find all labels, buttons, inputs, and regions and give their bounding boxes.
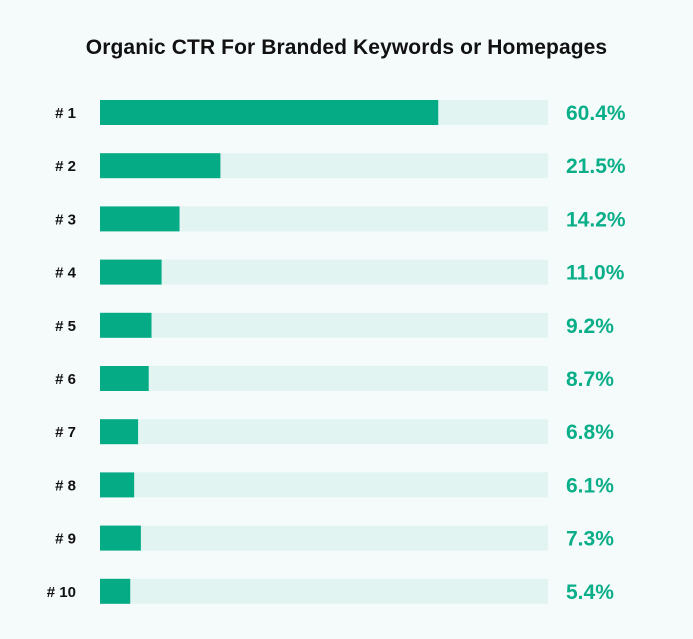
value-label-2: 21.5% — [566, 155, 626, 178]
bar-10 — [100, 578, 131, 604]
bar-8 — [100, 472, 135, 498]
rank-label-4: # 4 — [55, 265, 77, 282]
value-label-10: 5.4% — [566, 581, 614, 604]
bar-7 — [100, 419, 139, 445]
bar-track — [100, 419, 548, 445]
bar-1 — [100, 100, 439, 125]
bar-5 — [100, 312, 152, 338]
rank-label-6: # 6 — [55, 371, 76, 388]
rank-label-10: # 10 — [47, 584, 76, 601]
bar-track — [100, 472, 548, 498]
bar-track — [100, 525, 548, 551]
value-label-3: 14.2% — [566, 208, 626, 231]
rank-label-3: # 3 — [55, 211, 76, 228]
value-label-5: 9.2% — [566, 315, 614, 338]
value-label-6: 8.7% — [566, 368, 614, 391]
rank-label-1: # 1 — [55, 105, 76, 122]
rank-label-7: # 7 — [55, 424, 76, 441]
bar-track — [100, 366, 548, 391]
bar-3 — [100, 206, 180, 232]
chart-title: Organic CTR For Branded Keywords or Home… — [85, 36, 608, 59]
value-label-7: 6.8% — [566, 421, 614, 444]
value-label-4: 11.0% — [566, 262, 625, 285]
bar-track — [100, 312, 548, 338]
bar-9 — [100, 525, 141, 551]
bar-6 — [100, 366, 149, 391]
bar-4 — [100, 259, 162, 285]
value-label-1: 60.4% — [566, 102, 626, 125]
bar-2 — [100, 153, 221, 179]
rank-label-5: # 5 — [55, 318, 76, 335]
value-label-9: 7.3% — [566, 528, 614, 551]
value-label-8: 6.1% — [566, 474, 614, 497]
bar-track — [100, 259, 548, 285]
rank-label-2: # 2 — [55, 158, 76, 175]
bar-track — [100, 578, 548, 604]
rank-label-9: # 9 — [55, 531, 76, 548]
rank-label-8: # 8 — [55, 477, 76, 494]
